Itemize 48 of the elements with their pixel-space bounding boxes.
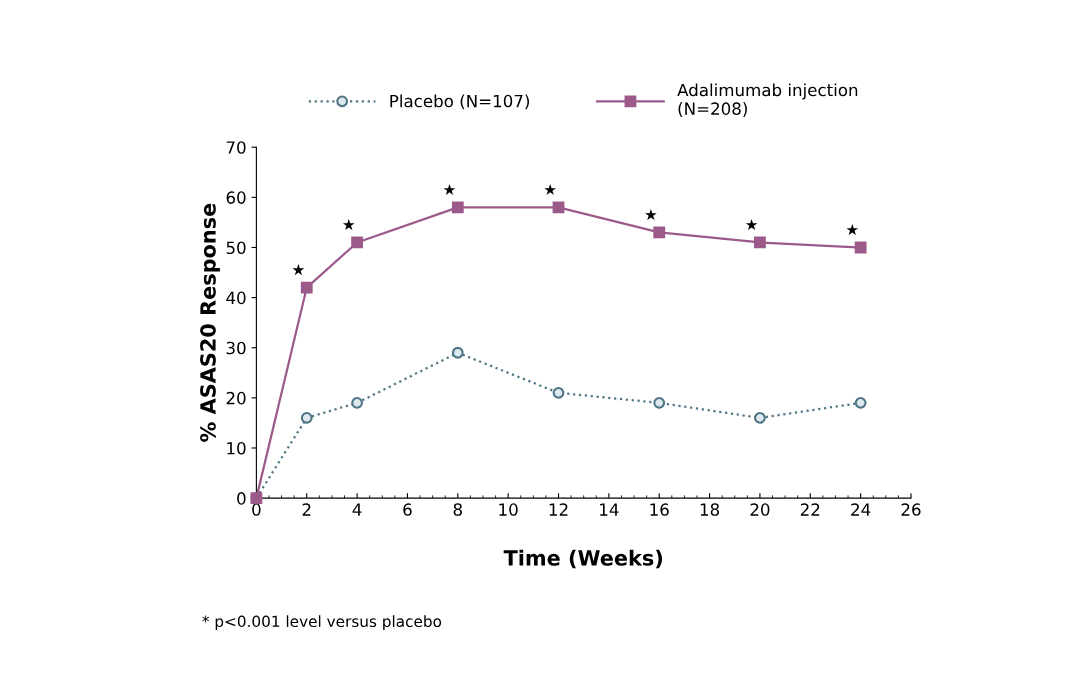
- x-tick-label: 24: [851, 503, 871, 516]
- x-tick-label: 18: [700, 503, 720, 516]
- x-tick-label: 10: [499, 503, 518, 516]
- x-tick-label: 8: [453, 503, 462, 516]
- x-tick-label: 20: [750, 503, 770, 516]
- y-axis-title: % ASAS20 Response: [200, 203, 220, 442]
- point: [552, 201, 565, 214]
- point: [351, 236, 363, 249]
- point: [300, 281, 313, 294]
- y-tick-label: 10: [227, 441, 246, 455]
- x-tick-label: 0: [252, 503, 261, 516]
- annotation: ★: [443, 183, 456, 195]
- legend-label: Adalimumab injection (N=208): [677, 83, 858, 117]
- x-tick-label: 22: [800, 503, 820, 516]
- legend-label: Placebo (N=107): [390, 94, 530, 110]
- point: [854, 396, 867, 409]
- x-axis-title: Time (Weeks): [503, 549, 663, 569]
- annotation: ★: [645, 208, 657, 221]
- point: [552, 386, 565, 399]
- y-tick-label: 70: [226, 141, 246, 154]
- annotation: ★: [292, 264, 305, 276]
- x-tick-label: 26: [901, 503, 921, 516]
- point: [754, 236, 766, 249]
- text: * p<0.001 level versus placebo: [202, 615, 442, 631]
- x-tick-label: 6: [403, 503, 412, 516]
- x-tick-label: 4: [352, 503, 362, 516]
- y-tick-label: 50: [226, 241, 246, 255]
- point: [754, 412, 766, 424]
- point: [653, 226, 666, 239]
- point: [451, 201, 464, 214]
- x-tick-label: 16: [650, 503, 669, 516]
- point: [351, 396, 363, 409]
- annotation: ★: [846, 223, 859, 236]
- annotation: ★: [745, 218, 758, 231]
- y-tick-label: 40: [226, 291, 246, 305]
- x-tick-label: 12: [549, 503, 568, 516]
- x-tick-label: 14: [600, 503, 619, 516]
- y-tick-label: 30: [226, 341, 246, 355]
- annotation: ★: [544, 183, 557, 195]
- y-tick-label: 20: [226, 391, 246, 405]
- point: [451, 346, 464, 359]
- y-tick-label: 0: [237, 492, 246, 505]
- x-tick-label: 2: [302, 503, 311, 516]
- annotation: ★: [342, 218, 355, 231]
- y-tick-label: 60: [226, 191, 246, 204]
- point: [653, 396, 666, 409]
- point: [854, 241, 867, 254]
- point: [300, 412, 313, 424]
